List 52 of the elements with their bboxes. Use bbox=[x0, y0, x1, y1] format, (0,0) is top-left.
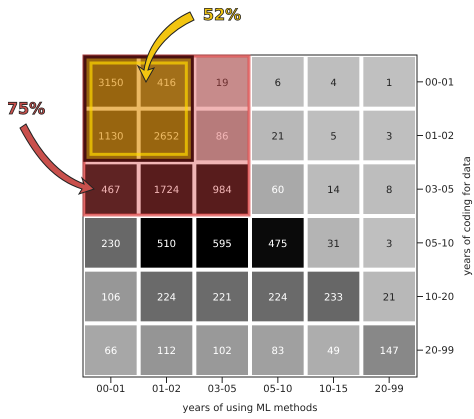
data-label: 21 bbox=[382, 292, 396, 304]
data-label: 221 bbox=[212, 292, 232, 304]
y-tick-label: 05-10 bbox=[425, 238, 454, 250]
x-tick-label: 20-99 bbox=[374, 384, 404, 396]
data-label: 8 bbox=[386, 185, 392, 196]
data-label: 19 bbox=[216, 78, 229, 89]
data-label: 1130 bbox=[98, 132, 124, 142]
data-label: 475 bbox=[268, 238, 288, 250]
data-label: 3150 bbox=[98, 78, 124, 89]
data-label: 416 bbox=[156, 78, 176, 89]
data-label: 66 bbox=[104, 346, 118, 358]
x-tick-label: 05-10 bbox=[263, 384, 292, 396]
text: 75% bbox=[6, 99, 46, 118]
y-tick-label: 20-99 bbox=[425, 346, 454, 357]
y-tick-label: 10-20 bbox=[425, 292, 454, 304]
y-tick-label: 00-01 bbox=[425, 77, 454, 88]
data-label: 984 bbox=[212, 185, 232, 196]
data-label: 3 bbox=[386, 238, 392, 250]
x-tick-label: 10-15 bbox=[318, 384, 348, 396]
data-label: 14 bbox=[327, 185, 340, 196]
data-label: 510 bbox=[156, 238, 176, 250]
data-label: 83 bbox=[271, 346, 284, 358]
data-label: 106 bbox=[101, 292, 120, 304]
x-tick-label: 00-01 bbox=[96, 384, 126, 396]
data-label: 102 bbox=[212, 346, 232, 358]
x-axis-title: years of using ML methods bbox=[182, 403, 318, 414]
data-label: 86 bbox=[216, 132, 229, 142]
data-label: 147 bbox=[380, 346, 399, 358]
data-label: 2652 bbox=[154, 132, 180, 142]
y-tick-label: 01-02 bbox=[425, 131, 454, 142]
data-label: 3 bbox=[386, 132, 392, 142]
data-label: 1 bbox=[386, 78, 392, 89]
data-label: 467 bbox=[101, 185, 120, 196]
data-label: 1724 bbox=[154, 185, 180, 196]
data-label: 6 bbox=[274, 78, 282, 89]
text: 52% bbox=[202, 5, 242, 24]
x-tick-label: 01-02 bbox=[152, 384, 182, 396]
data-label: 595 bbox=[212, 238, 232, 250]
data-label: 49 bbox=[327, 346, 340, 358]
data-label: 31 bbox=[327, 238, 340, 250]
data-label: 60 bbox=[271, 185, 284, 196]
y-axis-title: years of coding for data bbox=[462, 156, 473, 276]
data-label: 112 bbox=[156, 346, 176, 358]
data-label: 230 bbox=[101, 238, 120, 250]
data-label: 224 bbox=[156, 292, 176, 304]
y-tick-label: 03-05 bbox=[425, 184, 454, 196]
data-label: 21 bbox=[271, 132, 284, 142]
data-label: 5 bbox=[330, 132, 337, 142]
data-label: 233 bbox=[324, 292, 344, 304]
data-label: 4 bbox=[330, 78, 337, 89]
x-tick-label: 03-05 bbox=[208, 384, 237, 396]
data-label: 224 bbox=[268, 292, 288, 304]
